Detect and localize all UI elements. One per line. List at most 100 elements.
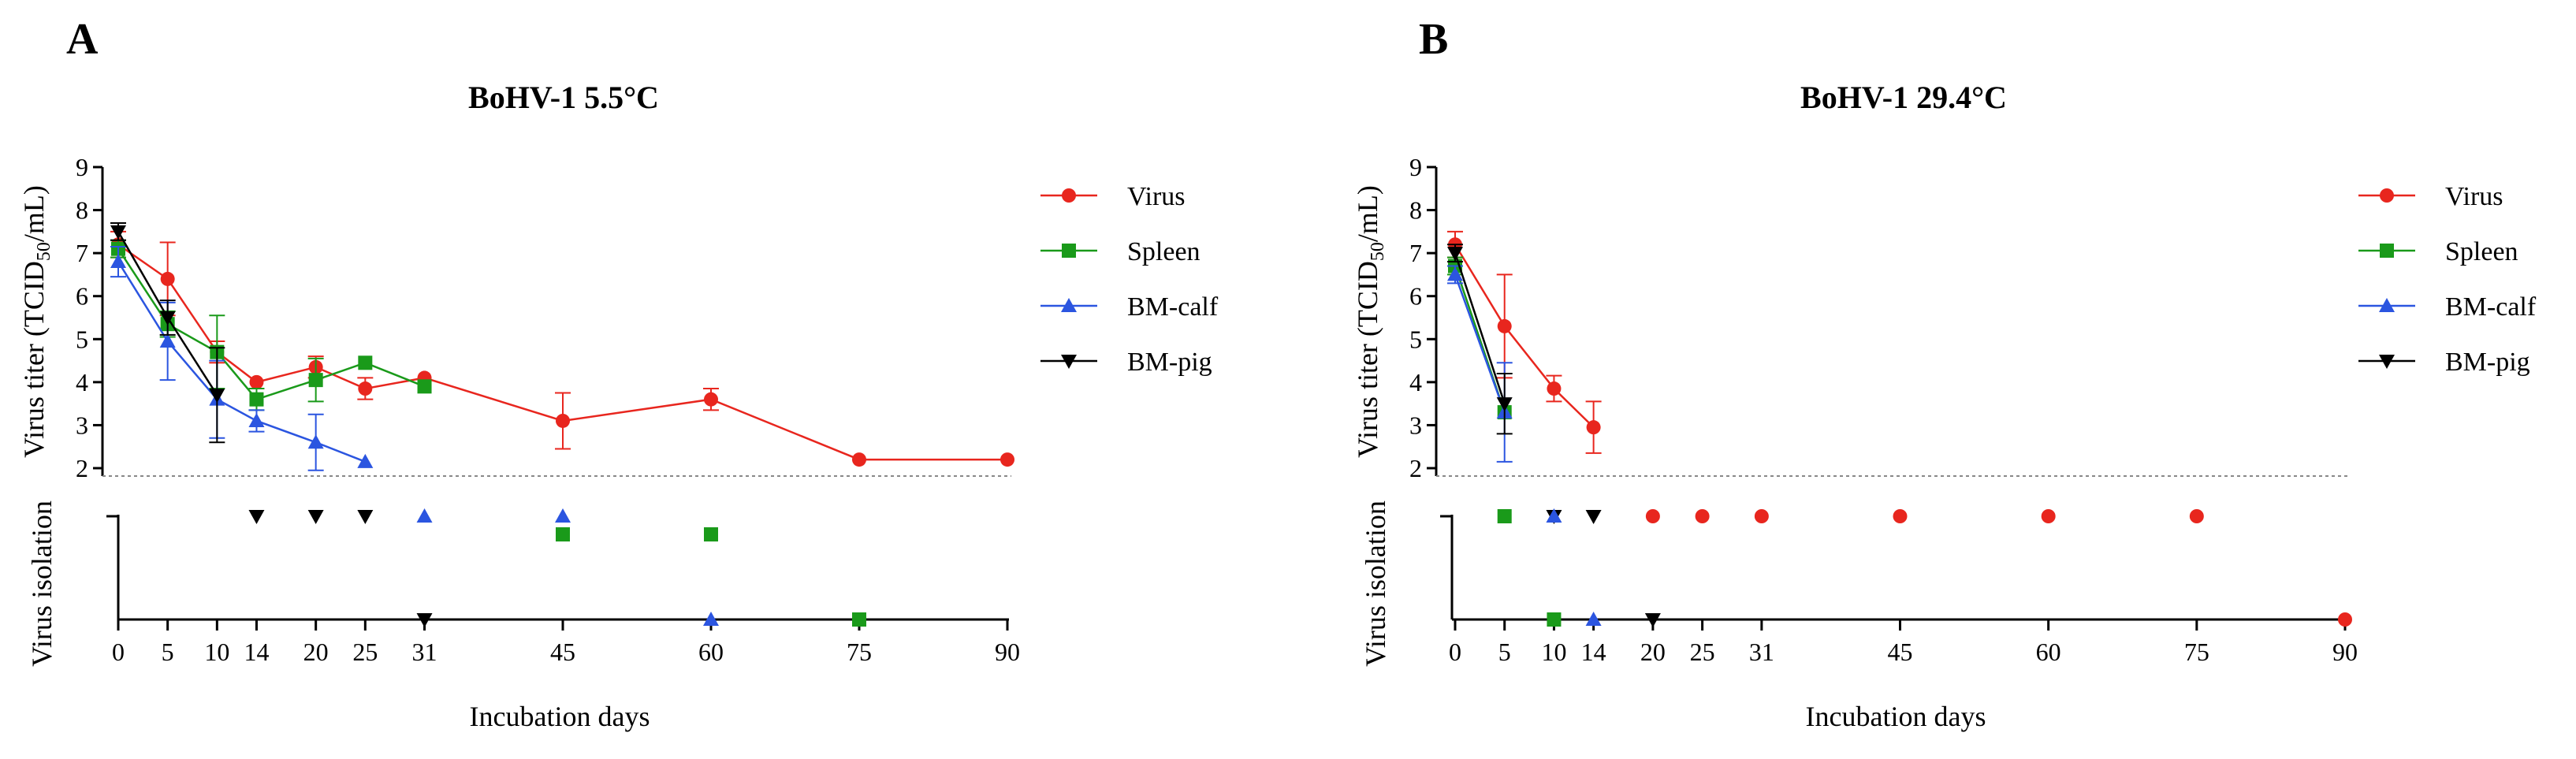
isolation-point-virus [1754,509,1769,523]
legend-label: BM-pig [2445,348,2530,377]
series-bm-pig [110,221,225,444]
x-tick-label: 14 [1581,638,1606,666]
x-tick-label: 14 [244,638,269,666]
x-tick-label: 0 [1449,638,1461,666]
isolation-point-bm-pig [248,510,265,524]
x-tick-label: 45 [1888,638,1913,666]
y-axis-label-bottom: Virus isolation [1360,500,1391,667]
legend-entry-bm-calf: BM-calf [2358,292,2537,322]
legend-marker [1062,188,1076,203]
data-point [160,271,175,286]
legend-label: BM-calf [2445,292,2537,322]
isolation-point-spleen [704,527,718,541]
y-axis-label-top: Virus titer (TCID50/mL) [18,185,54,458]
y-tick-label: 4 [76,368,88,396]
legend-label: Virus [1127,182,1186,211]
x-tick-label: 5 [162,638,174,666]
x-tick-label: 10 [204,638,229,666]
data-point [852,452,866,467]
series-line [1454,244,1595,429]
isolation-point-bm-pig [416,613,433,627]
legend: Virus Spleen BM-calf BM-pig [2358,182,2537,377]
legend-marker [1061,355,1077,369]
x-tick-label: 31 [412,638,437,666]
isolation-point-spleen [852,612,866,627]
x-tick-label: 75 [847,638,872,666]
isolation-point-virus [1893,509,1908,523]
y-tick-label: 2 [1409,454,1422,482]
series-line [1454,274,1506,413]
y-tick-label: 5 [1409,325,1422,353]
legend-entry-spleen: Spleen [2358,237,2518,266]
panel-letter-a: A [66,15,99,64]
isolation-point-spleen [556,527,570,541]
x-tick-label: 10 [1541,638,1566,666]
x-tick-label: 25 [1690,638,1715,666]
legend-marker [1062,244,1076,258]
isolation-point-bm-calf [703,612,719,626]
y-tick-label: 4 [1409,368,1422,396]
data-point [209,389,225,404]
legend-entry-bm-calf: BM-calf [1040,292,1219,322]
data-point [357,453,374,468]
legend-label: Virus [2445,182,2503,211]
data-point [1547,381,1562,396]
isolation-point-virus [1645,509,1660,523]
data-point [417,379,432,394]
legend-marker [1061,298,1077,312]
isolation-point-spleen [1547,612,1562,627]
x-tick-label: 20 [1640,638,1666,666]
data-point [249,374,264,389]
series-virus [1447,230,1602,454]
isolation-point-bm-pig [1644,613,1661,627]
y-tick-label: 9 [76,153,88,181]
legend-entry-bm-pig: BM-pig [2358,348,2530,377]
y-tick-label: 5 [76,325,88,353]
y-tick-label: 8 [76,196,88,225]
data-point [248,412,265,427]
x-tick-label: 90 [995,638,1020,666]
isolation-point-bm-pig [1585,510,1602,524]
x-tick-label: 31 [1749,638,1774,666]
x-tick-label: 45 [550,638,575,666]
series-bm-calf [1447,265,1513,463]
data-point [159,311,176,326]
data-point [704,392,718,407]
series-virus [110,230,1014,467]
data-point [307,434,324,449]
data-point [249,392,264,407]
legend-label: Spleen [1127,237,1201,266]
x-axis-label-b: Incubation days [1805,701,1986,732]
isolation-point-bm-pig [357,510,374,524]
x-tick-label: 60 [2036,638,2061,666]
data-point [1000,452,1014,467]
x-tick-label: 5 [1498,638,1511,666]
y-axis-label-top: Virus titer (TCID50/mL) [1352,185,1388,458]
legend-label: BM-calf [1127,292,1219,322]
chart-title-a: BoHV-1 5.5°C [468,80,659,115]
isolation-point-virus [2338,612,2352,627]
series-bm-calf [110,245,374,471]
data-point [358,355,373,370]
legend-entry-spleen: Spleen [1040,237,1201,266]
legend-entry-virus: Virus [1040,182,1186,211]
data-point [1586,420,1601,435]
isolation-point-bm-calf [555,508,571,523]
isolation-point-bm-pig [307,510,324,524]
data-point [358,381,373,396]
legend-marker [2380,244,2394,258]
legend-marker [2380,188,2394,203]
legend: Virus Spleen BM-calf BM-pig [1040,182,1219,377]
y-tick-label: 7 [76,239,88,267]
isolation-point-virus [1695,509,1710,523]
x-tick-label: 25 [352,638,378,666]
y-tick-label: 2 [76,454,88,482]
y-tick-label: 8 [1409,196,1422,225]
data-point [110,225,126,240]
legend-label: Spleen [2445,237,2518,266]
panel-letter-b: B [1419,15,1449,64]
isolation-point-virus [2041,509,2056,523]
